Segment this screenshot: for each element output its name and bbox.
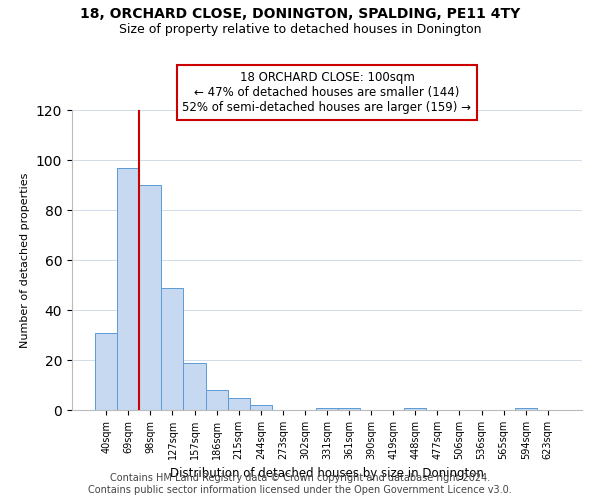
Bar (404, 408, 427, 410)
Bar (515, 408, 537, 410)
Bar (227, 398, 250, 410)
Bar (139, 185, 161, 410)
Bar (250, 405, 272, 410)
Text: Size of property relative to detached houses in Donington: Size of property relative to detached ho… (119, 22, 481, 36)
Bar (117, 168, 139, 410)
Bar (206, 390, 227, 410)
Bar (338, 408, 360, 410)
Bar (184, 362, 206, 410)
X-axis label: Distribution of detached houses by size in Donington: Distribution of detached houses by size … (170, 468, 484, 480)
Bar (316, 408, 338, 410)
Text: Contains HM Land Registry data © Crown copyright and database right 2024.
Contai: Contains HM Land Registry data © Crown c… (88, 474, 512, 495)
Text: 18 ORCHARD CLOSE: 100sqm
← 47% of detached houses are smaller (144)
52% of semi-: 18 ORCHARD CLOSE: 100sqm ← 47% of detach… (182, 71, 472, 114)
Y-axis label: Number of detached properties: Number of detached properties (20, 172, 31, 348)
Text: 18, ORCHARD CLOSE, DONINGTON, SPALDING, PE11 4TY: 18, ORCHARD CLOSE, DONINGTON, SPALDING, … (80, 8, 520, 22)
Bar (161, 288, 184, 410)
Bar (95, 332, 117, 410)
